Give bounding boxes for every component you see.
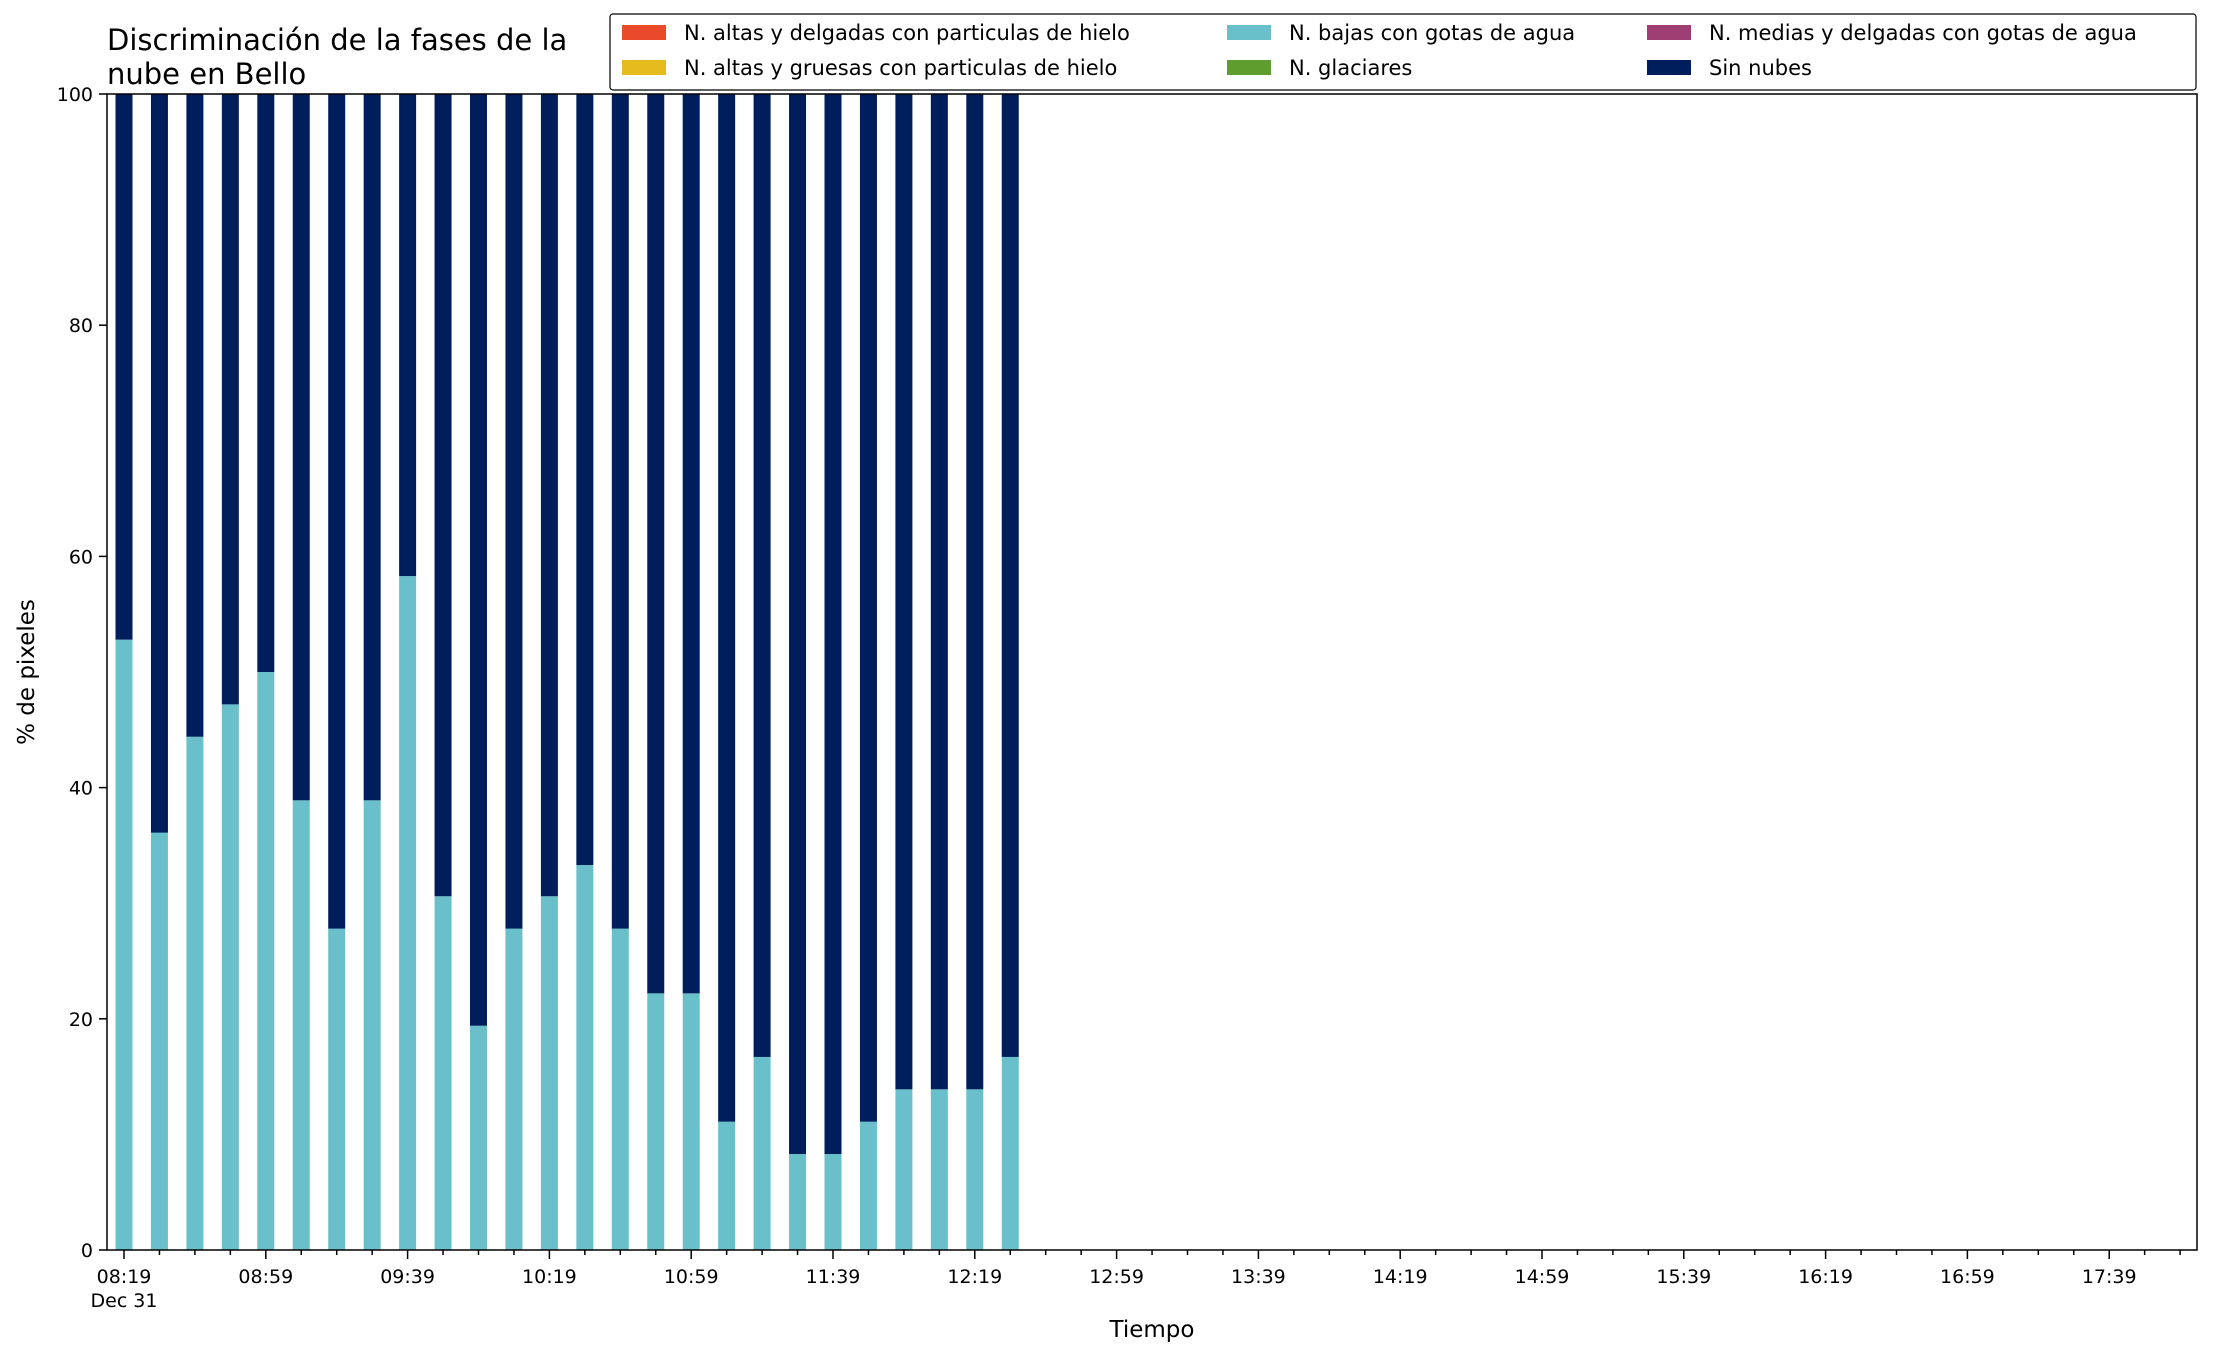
bar-segment [682,993,700,1250]
bar-segment [859,94,877,1122]
bars [115,94,1019,1250]
bar-segment [363,94,381,801]
legend-swatch [622,60,666,75]
x-tick-label: 12:19 [947,1266,1002,1288]
x-tick-date-label: Dec 31 [91,1290,158,1312]
y-tick-label: 60 [69,546,93,568]
bar-segment [115,94,133,640]
bar-segment [895,1089,913,1250]
y-tick-label: 80 [69,315,93,337]
bar-segment [930,1089,948,1250]
legend-entry-label: N. glaciares [1289,56,1412,80]
bar-segment [292,94,310,801]
legend-swatch [1647,60,1691,75]
bar-segment [611,94,629,929]
legend-swatch [1647,25,1691,40]
x-tick-label: 17:39 [2082,1266,2137,1288]
legend-swatch [1227,25,1271,40]
bar-segment [328,94,346,929]
bar-segment [399,576,417,1250]
legend-swatch [622,25,666,40]
bar-segment [540,896,558,1250]
bar-segment [505,94,523,929]
y-tick-label: 100 [57,84,93,106]
legend-swatch [1227,60,1271,75]
bar-segment [470,1025,487,1250]
x-tick-label: 15:39 [1656,1266,1711,1288]
x-tick-label: 10:59 [664,1266,719,1288]
bar-segment [966,1089,984,1250]
x-axis-label: Tiempo [1109,1317,1195,1343]
bar-segment [540,94,558,897]
legend-entry-label: N. medias y delgadas con gotas de agua [1709,21,2137,45]
bar-segment [257,672,275,1250]
bar-segment [328,928,346,1250]
y-tick-label: 20 [69,1009,93,1031]
bar-segment [292,800,310,1250]
x-tick-label: 16:59 [1940,1266,1995,1288]
bar-segment [789,94,807,1155]
bar-segment [682,94,700,994]
x-tick-label: 12:59 [1089,1266,1144,1288]
bar-segment [824,1154,842,1250]
chart-title-line: Discriminación de la fases de la [107,23,567,57]
bar-segment [718,94,736,1122]
y-axis-label: % de pixeles [14,599,40,745]
bar-segment [824,94,842,1155]
bar-segment [434,94,452,897]
bar-segment [150,832,168,1250]
bar-segment [150,94,168,833]
x-tick-label: 11:39 [806,1266,861,1288]
x-tick-label: 14:59 [1515,1266,1570,1288]
bar-segment [186,736,204,1250]
y-tick-label: 0 [81,1240,93,1262]
bar-segment [576,865,594,1250]
x-tick-label: 14:19 [1373,1266,1428,1288]
legend-entry-label: Sin nubes [1709,56,1812,80]
x-tick-label: 09:39 [380,1266,435,1288]
legend-box [609,13,2197,91]
legend-entry-label: N. altas y delgadas con particulas de hi… [684,21,1130,45]
y-tick-label: 40 [69,778,93,800]
bar-segment [753,94,771,1057]
bar-segment [221,704,239,1250]
bar-segment [611,928,629,1250]
chart-title-line: nube en Bello [107,57,306,91]
x-tick-label: 08:59 [238,1266,293,1288]
legend: N. altas y delgadas con particulas de hi… [609,13,2197,91]
bar-segment [434,896,452,1250]
bar-segment [399,94,417,577]
legend-entry-label: N. bajas con gotas de agua [1289,21,1575,45]
bar-segment [505,928,523,1250]
x-tick-label: 13:39 [1231,1266,1286,1288]
bar-segment [930,94,948,1090]
plot-frame [106,93,2198,1251]
bar-segment [753,1056,771,1250]
bar-segment [895,94,913,1090]
bar-segment [647,993,665,1250]
bar-segment [363,800,381,1250]
bar-segment [576,94,594,866]
x-tick-label: 16:19 [1798,1266,1853,1288]
bar-segment [789,1154,807,1250]
bar-segment [221,94,239,705]
x-tick-label: 08:19 [97,1266,152,1288]
x-tick-label: 10:19 [522,1266,577,1288]
bar-segment [115,639,133,1250]
y-axis: 0 20 40 60 80 100 [57,84,107,1262]
bar-segment [186,94,204,737]
bar-segment [966,94,984,1090]
bar-segment [1001,1056,1019,1250]
bar-segment [257,94,275,672]
bar-segment [718,1121,736,1250]
bar-segment [1001,94,1019,1057]
bar-segment [647,94,665,994]
bar-segment [859,1121,877,1250]
legend-entry-label: N. altas y gruesas con particulas de hie… [684,56,1117,80]
bar-segment [470,94,487,1026]
